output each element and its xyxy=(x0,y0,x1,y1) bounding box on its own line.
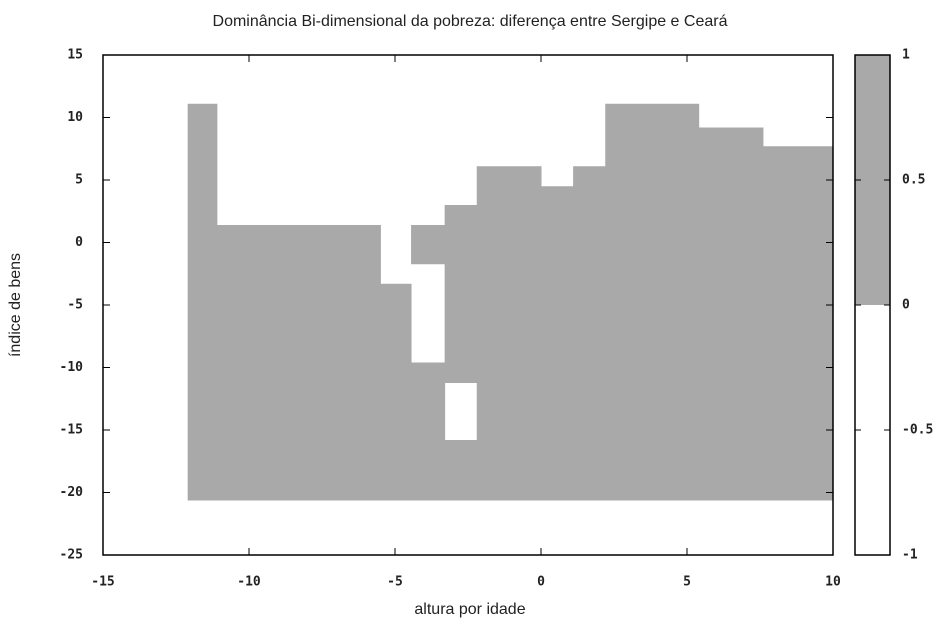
chart-title: Dominância Bi-dimensional da pobreza: di… xyxy=(213,13,728,30)
y-tick-label: -20 xyxy=(60,485,84,500)
y-tick-label: 0 xyxy=(75,235,83,250)
y-tick-label: -5 xyxy=(67,298,83,313)
cell xyxy=(411,362,446,501)
x-tick-label: 5 xyxy=(683,575,691,590)
y-tick-label: -15 xyxy=(60,423,83,438)
colorbar-tick-label: 1 xyxy=(902,48,910,63)
cell xyxy=(573,166,606,501)
y-tick-label: -10 xyxy=(60,360,84,375)
x-tick-label: -10 xyxy=(237,575,261,590)
cell xyxy=(380,283,412,501)
x-axis-label: altura por idade xyxy=(414,601,525,618)
y-tick-label: -25 xyxy=(60,548,83,563)
colorbar-tick-label: -0.5 xyxy=(902,423,933,438)
cell xyxy=(762,146,834,501)
x-tick-label: 0 xyxy=(537,575,545,590)
colorbar-tick-label: 0.5 xyxy=(902,173,925,188)
x-tick-label: 10 xyxy=(825,575,841,590)
cell xyxy=(444,440,478,501)
y-tick-label: 10 xyxy=(67,110,83,125)
cell xyxy=(698,127,764,501)
colorbar-tick-label: -1 xyxy=(902,548,918,563)
cell xyxy=(411,225,446,265)
cell xyxy=(187,103,218,501)
y-tick-label: 5 xyxy=(75,173,83,188)
cell xyxy=(541,186,574,501)
cell xyxy=(605,103,700,501)
cell xyxy=(444,205,478,383)
cell xyxy=(476,166,542,501)
x-tick-label: -15 xyxy=(91,575,114,590)
x-tick-label: -5 xyxy=(387,575,403,590)
cell xyxy=(216,225,381,501)
y-tick-label: 15 xyxy=(67,48,83,63)
colorbar-tick-label: 0 xyxy=(902,298,910,313)
y-axis-label: índice de bens xyxy=(7,253,24,357)
